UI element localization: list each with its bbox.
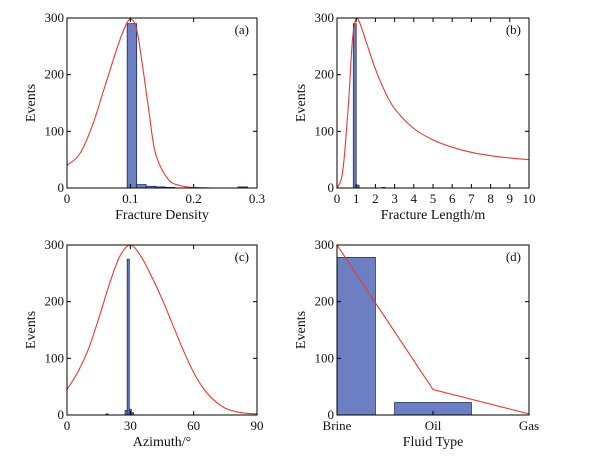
xtick-label-b-4: 4	[411, 191, 418, 206]
ytick-label-d-2: 200	[315, 294, 335, 309]
xtick-label-b-8: 8	[487, 191, 494, 206]
panel-label-b: (b)	[506, 22, 521, 37]
ylabel-c: Events	[24, 311, 39, 349]
ytick-label-b-2: 200	[315, 67, 335, 82]
xtick-label-a-3: 0.3	[249, 191, 265, 206]
curve-c	[66, 244, 258, 415]
panel-label-d: (d)	[506, 249, 521, 264]
category-label-gas: Gas	[519, 418, 539, 433]
bar-b-0	[352, 23, 357, 189]
ytick-label-a-2: 200	[45, 67, 65, 82]
ylabel-b: Events	[294, 84, 309, 122]
ytick-label-b-3: 300	[315, 10, 335, 25]
ytick-label-d-3: 300	[315, 237, 335, 252]
axes-frame-b	[336, 17, 530, 189]
bar-c-2	[126, 258, 130, 416]
xtick-label-b-10: 10	[523, 191, 536, 206]
xtick-label-a-1: 0.1	[122, 191, 138, 206]
ytick-label-c-2: 200	[45, 294, 65, 309]
xlabel-d: Fluid Type	[403, 435, 464, 450]
xtick-label-c-0: 0	[64, 418, 71, 433]
xtick-label-b-9: 9	[507, 191, 514, 206]
xtick-label-c-3: 90	[251, 418, 264, 433]
xtick-label-c-2: 60	[187, 418, 200, 433]
xtick-label-a-0: 0	[64, 191, 71, 206]
curve-a	[66, 18, 213, 189]
xtick-label-b-0: 0	[334, 191, 341, 206]
category-label-oil: Oil	[425, 418, 442, 433]
ylabel-a: Events	[24, 84, 39, 122]
xtick-label-b-1: 1	[353, 191, 360, 206]
ytick-label-c-1: 100	[45, 350, 65, 365]
axes-frame-a	[66, 17, 258, 189]
xtick-label-b-6: 6	[449, 191, 456, 206]
xtick-label-b-7: 7	[468, 191, 475, 206]
xtick-label-b-2: 2	[372, 191, 379, 206]
panel-c: 0 100 200 300 0 30 60 90 Azimuth/° Events (c)	[24, 237, 264, 450]
ytick-label-a-3: 300	[45, 10, 65, 25]
ytick-label-a-0: 0	[58, 180, 65, 195]
xtick-label-a-2: 0.2	[186, 191, 202, 206]
panel-label-a: (a)	[235, 22, 249, 37]
ytick-label-a-1: 100	[45, 123, 65, 138]
axes-frame-c	[66, 244, 258, 416]
xlabel-b: Fracture Length/m	[381, 208, 486, 223]
xtick-label-c-1: 30	[124, 418, 137, 433]
ytick-label-d-1: 100	[315, 350, 335, 365]
xlabel-c: Azimuth/°	[133, 435, 191, 450]
panel-label-c: (c)	[235, 249, 249, 264]
bar-a-0	[126, 23, 138, 189]
ylabel-d: Events	[294, 311, 309, 349]
panel-a: 0 100 200 300 0 0.1 0.2 0.3 Fracture Density Even…	[24, 10, 265, 223]
curve-b	[336, 17, 530, 189]
bar-a-1	[136, 184, 147, 189]
xtick-label-b-3: 3	[391, 191, 398, 206]
ytick-label-c-3: 300	[45, 237, 65, 252]
bar-d-brine	[336, 257, 376, 416]
ytick-label-c-0: 0	[58, 407, 65, 422]
panel-d: 0 100 200 300 Brine Oil Gas Fluid Type Events (d)	[294, 237, 539, 450]
xtick-label-b-5: 5	[430, 191, 437, 206]
ytick-label-b-1: 100	[315, 123, 335, 138]
category-label-brine: Brine	[323, 418, 352, 433]
curve-d	[336, 244, 530, 415]
ytick-label-b-0: 0	[328, 180, 335, 195]
ytick-label-d-0: 0	[328, 407, 335, 422]
xlabel-a: Fracture Density	[115, 208, 209, 223]
